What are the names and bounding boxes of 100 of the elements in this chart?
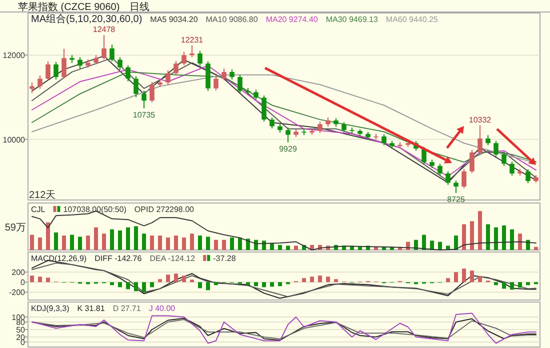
bar — [62, 236, 66, 250]
bar — [126, 282, 130, 290]
candlestick — [142, 90, 146, 109]
candlestick — [470, 149, 474, 174]
bar — [262, 282, 266, 288]
bar — [158, 279, 162, 282]
y-tick-label: 50 — [16, 326, 26, 334]
candlestick — [382, 134, 386, 146]
annotation: 9929 — [279, 144, 298, 154]
series-label: J 40.00 — [148, 304, 176, 313]
chart-subtitle: 日线 — [130, 1, 150, 13]
candlestick — [94, 54, 98, 65]
bar — [142, 234, 146, 250]
candlestick — [510, 161, 514, 176]
bar — [462, 268, 466, 282]
bar — [438, 242, 442, 250]
bar — [510, 282, 514, 290]
candlestick — [494, 140, 498, 158]
bar — [270, 242, 274, 250]
candlestick — [110, 44, 114, 62]
bar — [294, 246, 298, 250]
bar — [102, 234, 106, 250]
bar — [334, 279, 338, 282]
bar — [326, 276, 330, 282]
series-label: DEA -124.12 — [150, 254, 196, 263]
text: MA60 9440.25 — [386, 15, 438, 24]
bar — [502, 225, 506, 250]
bar — [78, 236, 82, 250]
candlestick — [190, 44, 194, 58]
bar — [110, 229, 114, 250]
bar — [454, 272, 458, 282]
annotation: 12231 — [180, 35, 204, 44]
bar — [182, 238, 186, 250]
annotation: 10735 — [132, 110, 156, 120]
bar — [214, 282, 218, 286]
candlestick — [166, 70, 170, 86]
bar — [174, 236, 178, 250]
legend-label: -37.28 — [213, 254, 236, 263]
bar — [534, 246, 538, 250]
bar — [214, 240, 218, 250]
candlestick — [222, 68, 226, 81]
candlestick — [254, 89, 258, 100]
candlestick — [102, 34, 106, 60]
annotation: 10332 — [468, 115, 492, 124]
candlestick — [526, 168, 530, 184]
bar — [462, 224, 466, 250]
bar — [158, 236, 162, 250]
candlestick — [62, 48, 66, 79]
bar — [142, 282, 146, 292]
chart-title: CJL — [31, 205, 46, 214]
y-tick-label: 0 — [20, 278, 26, 288]
chart-title: KDJ(9,3,3) — [31, 304, 70, 313]
candlestick — [214, 76, 218, 91]
candlestick — [198, 50, 202, 66]
candlestick — [150, 82, 154, 103]
bar — [494, 282, 498, 286]
text: MA30 9469.13 — [326, 15, 378, 24]
bar — [86, 236, 90, 250]
candlestick — [278, 122, 282, 134]
bar — [134, 282, 138, 292]
bar — [206, 282, 210, 290]
bar — [230, 238, 234, 250]
bar — [278, 282, 282, 286]
bar — [358, 246, 362, 250]
bar — [94, 227, 98, 250]
bar — [30, 276, 34, 282]
bar — [486, 224, 490, 250]
series-label: D 27.71 — [112, 304, 142, 313]
candlestick — [182, 51, 186, 66]
line-series — [32, 312, 536, 344]
bar — [54, 232, 58, 250]
bar — [254, 282, 258, 286]
candlestick — [38, 74, 42, 90]
bar — [30, 234, 34, 250]
bar — [422, 234, 426, 250]
candlestick — [478, 124, 482, 156]
candlestick — [54, 61, 58, 80]
candlestick — [238, 74, 242, 94]
bar — [470, 270, 474, 282]
bar — [318, 276, 322, 282]
bar — [494, 227, 498, 250]
bar — [246, 238, 250, 250]
y-tick-label: 10000 — [2, 135, 26, 144]
bar — [150, 236, 154, 250]
bar — [118, 230, 122, 250]
bar — [302, 278, 306, 282]
bar — [518, 234, 522, 250]
bar — [190, 234, 194, 250]
candlestick — [78, 56, 82, 70]
candlestick — [318, 121, 322, 134]
chart-title: MACD(12,26,9) — [31, 254, 87, 263]
bar — [118, 282, 122, 288]
bar — [166, 238, 170, 250]
text: MA5 9034.20 — [150, 15, 198, 24]
bar — [518, 282, 522, 288]
candlestick — [262, 95, 266, 122]
bar — [198, 282, 202, 288]
legend-title: MA组合(5,10,20,30,60,0) — [31, 13, 142, 25]
bar — [38, 276, 42, 282]
bar — [374, 246, 378, 250]
